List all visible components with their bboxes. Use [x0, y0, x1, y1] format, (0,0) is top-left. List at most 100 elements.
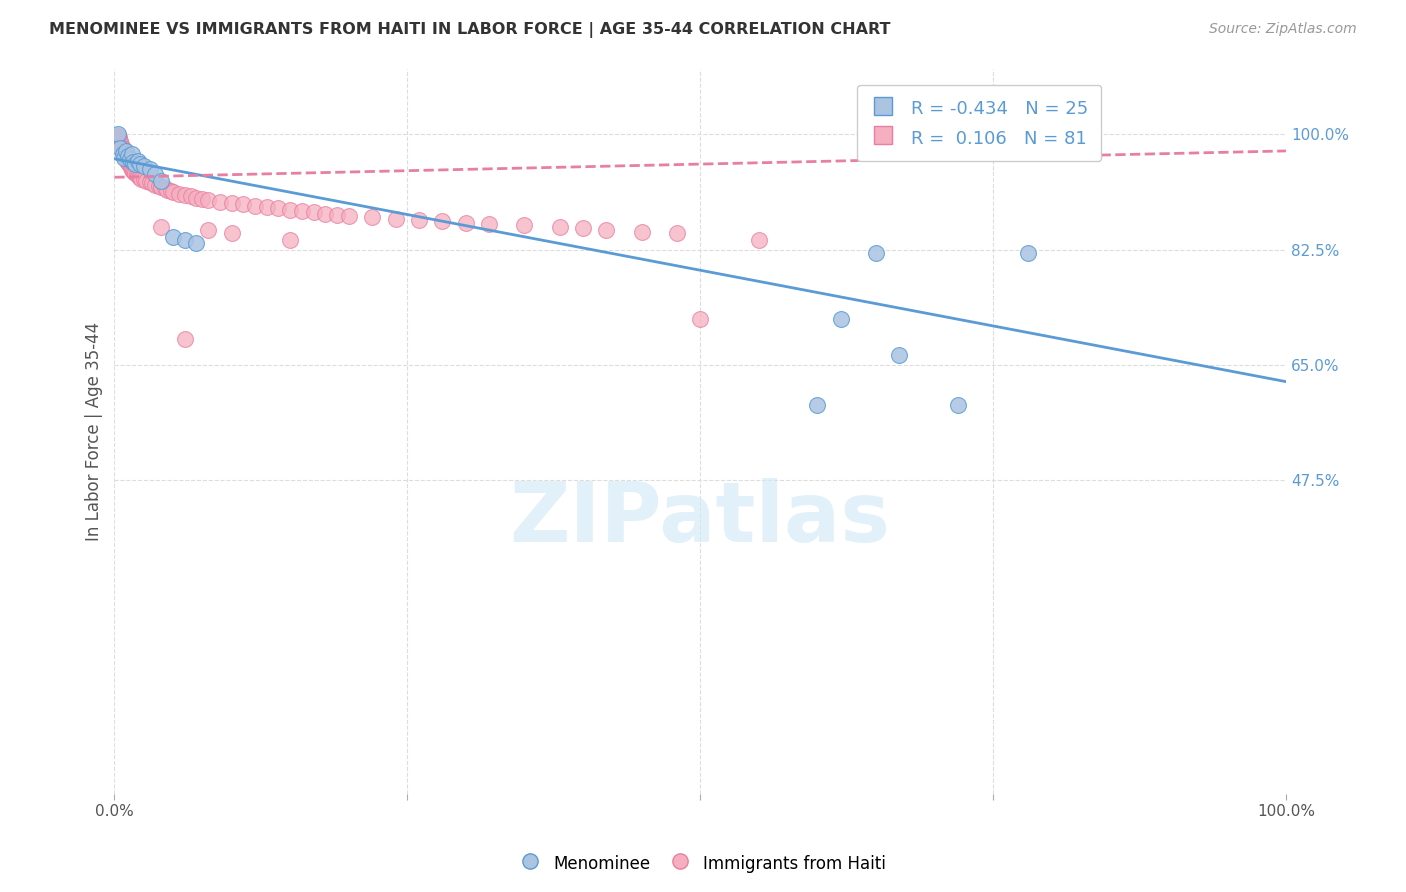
Point — [122, 163, 145, 178]
Point — [572, 221, 595, 235]
Point — [108, 130, 131, 145]
Point — [138, 161, 160, 176]
Point — [197, 194, 219, 208]
Point — [127, 153, 149, 168]
Point — [111, 142, 134, 156]
Point — [221, 196, 243, 211]
Point — [110, 140, 132, 154]
Point — [256, 200, 278, 214]
Point — [180, 189, 202, 203]
Point — [278, 202, 301, 217]
Point — [595, 223, 617, 237]
Point — [946, 398, 969, 412]
Point — [132, 172, 155, 186]
Point — [117, 155, 139, 169]
Text: ZIPatlas: ZIPatlas — [510, 477, 890, 558]
Point — [302, 205, 325, 219]
Point — [110, 136, 132, 150]
Point — [150, 173, 173, 187]
Point — [173, 233, 195, 247]
Point — [513, 219, 536, 233]
Point — [122, 155, 145, 169]
Point — [197, 223, 219, 237]
Point — [110, 137, 132, 152]
Point — [110, 134, 132, 148]
Point — [112, 144, 135, 158]
Point — [432, 214, 454, 228]
Y-axis label: In Labor Force | Age 35-44: In Labor Force | Age 35-44 — [86, 321, 103, 541]
Point — [112, 145, 135, 160]
Point — [548, 219, 571, 234]
Point — [384, 211, 406, 226]
Point — [408, 213, 430, 227]
Point — [115, 149, 138, 163]
Point — [454, 216, 477, 230]
Point — [124, 166, 146, 180]
Point — [689, 312, 711, 326]
Point — [110, 138, 132, 153]
Point — [120, 159, 142, 173]
Point — [132, 159, 155, 173]
Point — [806, 398, 828, 412]
Point — [121, 163, 143, 178]
Point — [162, 229, 184, 244]
Point — [314, 206, 336, 220]
Point — [830, 312, 852, 326]
Point — [124, 165, 146, 179]
Point — [291, 203, 314, 218]
Point — [361, 211, 384, 225]
Legend: Menominee, Immigrants from Haiti: Menominee, Immigrants from Haiti — [513, 847, 893, 880]
Point — [118, 152, 141, 166]
Point — [107, 128, 129, 143]
Point — [153, 181, 176, 195]
Point — [118, 158, 141, 172]
Point — [889, 348, 911, 362]
Point — [124, 157, 146, 171]
Point — [121, 161, 143, 176]
Point — [630, 225, 652, 239]
Point — [173, 332, 195, 346]
Point — [267, 201, 290, 215]
Point — [115, 144, 138, 158]
Point — [111, 140, 134, 154]
Point — [186, 236, 208, 251]
Point — [125, 167, 148, 181]
Text: Source: ZipAtlas.com: Source: ZipAtlas.com — [1209, 22, 1357, 37]
Point — [150, 180, 173, 194]
Point — [326, 208, 349, 222]
Point — [337, 209, 360, 223]
Point — [120, 161, 142, 175]
Point — [145, 178, 167, 192]
Point — [117, 156, 139, 170]
Legend: R = -0.434   N = 25, R =  0.106   N = 81: R = -0.434 N = 25, R = 0.106 N = 81 — [858, 85, 1101, 161]
Text: MENOMINEE VS IMMIGRANTS FROM HAITI IN LABOR FORCE | AGE 35-44 CORRELATION CHART: MENOMINEE VS IMMIGRANTS FROM HAITI IN LA… — [49, 22, 891, 38]
Point — [114, 147, 136, 161]
Point — [111, 147, 134, 161]
Point — [141, 176, 163, 190]
Point — [128, 169, 150, 184]
Point — [665, 227, 688, 241]
Point — [107, 128, 129, 142]
Point — [108, 132, 131, 146]
Point — [129, 157, 152, 171]
Point — [118, 157, 141, 171]
Point — [127, 169, 149, 183]
Point — [162, 186, 184, 200]
Point — [1017, 246, 1039, 260]
Point — [115, 151, 138, 165]
Point — [138, 175, 160, 189]
Point — [278, 233, 301, 247]
Point — [748, 233, 770, 247]
Point — [208, 194, 231, 209]
Point — [129, 170, 152, 185]
Point — [135, 173, 157, 187]
Point — [150, 219, 173, 234]
Point — [145, 167, 167, 181]
Point — [173, 188, 195, 202]
Point — [112, 151, 135, 165]
Point — [121, 147, 143, 161]
Point — [114, 148, 136, 162]
Point — [243, 199, 266, 213]
Point — [478, 217, 501, 231]
Point — [191, 192, 214, 206]
